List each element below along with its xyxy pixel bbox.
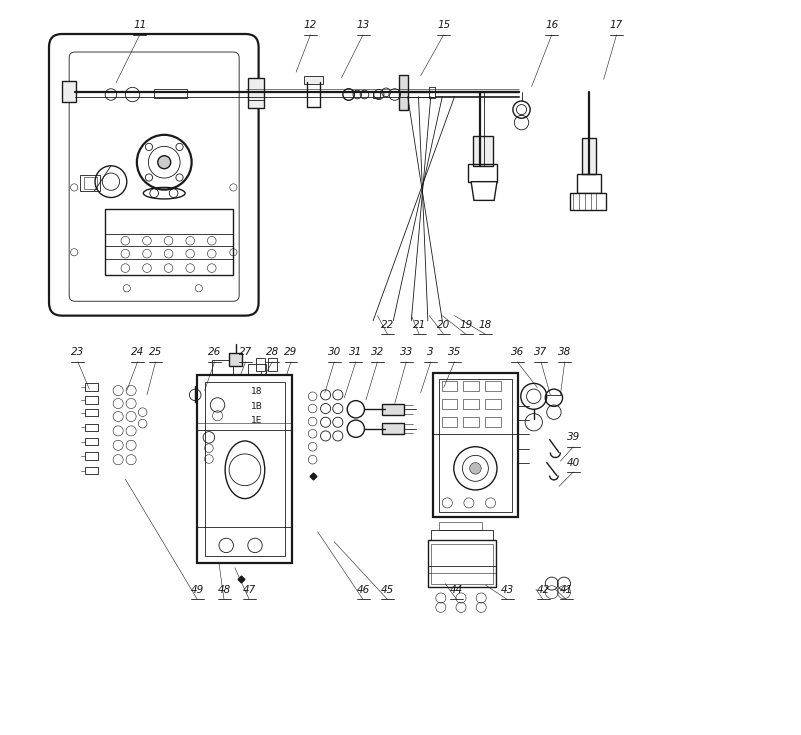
Text: 13: 13 — [356, 21, 370, 30]
Text: 26: 26 — [208, 348, 221, 357]
Polygon shape — [471, 182, 497, 201]
Bar — [577, 174, 602, 193]
Bar — [229, 353, 242, 366]
Bar — [463, 399, 479, 409]
Text: 40: 40 — [567, 458, 580, 467]
FancyBboxPatch shape — [49, 34, 259, 315]
Text: 1B: 1B — [251, 402, 263, 411]
Bar — [485, 417, 501, 427]
Bar — [62, 81, 76, 102]
Bar — [383, 423, 404, 434]
Bar — [429, 87, 435, 98]
Bar — [433, 373, 518, 517]
Text: 33: 33 — [400, 348, 413, 357]
Bar — [469, 165, 497, 182]
Text: 19: 19 — [460, 320, 473, 330]
Bar — [211, 360, 233, 375]
Bar — [428, 540, 497, 587]
Bar — [154, 90, 187, 98]
Text: 49: 49 — [191, 585, 204, 595]
Text: 18: 18 — [479, 320, 492, 330]
Bar — [85, 453, 98, 459]
Text: 18: 18 — [251, 387, 262, 396]
Text: 42: 42 — [537, 585, 549, 595]
Bar — [85, 467, 98, 474]
Text: 27: 27 — [239, 348, 252, 357]
Text: 31: 31 — [349, 348, 363, 357]
Bar — [432, 544, 493, 584]
Text: 25: 25 — [149, 348, 163, 357]
Bar — [432, 529, 493, 540]
Bar — [85, 423, 98, 431]
Text: 12: 12 — [304, 21, 317, 30]
Text: 39: 39 — [567, 432, 580, 442]
Text: 45: 45 — [381, 585, 394, 595]
Text: 48: 48 — [217, 585, 231, 595]
Text: 20: 20 — [437, 320, 450, 330]
Bar — [105, 209, 233, 276]
Circle shape — [158, 156, 171, 169]
Bar — [399, 75, 408, 110]
Text: 43: 43 — [501, 585, 513, 595]
Bar — [256, 358, 265, 371]
Bar — [383, 404, 404, 415]
Bar — [441, 399, 457, 409]
Text: 23: 23 — [71, 348, 84, 357]
Bar — [463, 417, 479, 427]
Text: 37: 37 — [534, 348, 548, 357]
Bar — [197, 375, 292, 564]
Bar — [439, 379, 512, 512]
Text: 32: 32 — [371, 348, 384, 357]
Bar — [473, 135, 493, 166]
Text: 3: 3 — [428, 348, 434, 357]
Bar — [304, 76, 323, 84]
Text: 17: 17 — [610, 21, 623, 30]
Bar — [248, 364, 266, 375]
Text: 41: 41 — [560, 585, 573, 595]
Bar — [570, 193, 606, 210]
Bar — [83, 177, 97, 189]
Text: 35: 35 — [448, 348, 461, 357]
Bar — [373, 91, 380, 98]
Text: 1E: 1E — [251, 416, 262, 426]
Bar — [485, 399, 501, 409]
Bar — [441, 381, 457, 391]
Text: 24: 24 — [131, 348, 144, 357]
Bar — [85, 384, 98, 390]
Bar — [485, 381, 501, 391]
Text: 36: 36 — [510, 348, 524, 357]
Text: 47: 47 — [243, 585, 256, 595]
Text: 11: 11 — [133, 21, 147, 30]
Bar — [463, 381, 479, 391]
Bar — [441, 417, 457, 427]
Text: 28: 28 — [266, 348, 279, 357]
Bar — [80, 175, 100, 191]
Text: 44: 44 — [450, 585, 463, 595]
Bar — [204, 382, 285, 556]
Text: 16: 16 — [545, 21, 558, 30]
Bar — [248, 78, 264, 108]
Bar — [85, 438, 98, 445]
Bar — [85, 396, 98, 404]
Text: 46: 46 — [356, 585, 370, 595]
Bar — [85, 409, 98, 417]
Bar — [439, 523, 482, 529]
Text: 29: 29 — [284, 348, 298, 357]
Bar — [582, 138, 597, 174]
Text: 22: 22 — [381, 320, 394, 330]
Bar — [268, 358, 276, 371]
Circle shape — [469, 462, 481, 474]
Text: 38: 38 — [558, 348, 571, 357]
Text: 15: 15 — [437, 21, 450, 30]
Text: 30: 30 — [328, 348, 341, 357]
Text: 21: 21 — [413, 320, 426, 330]
